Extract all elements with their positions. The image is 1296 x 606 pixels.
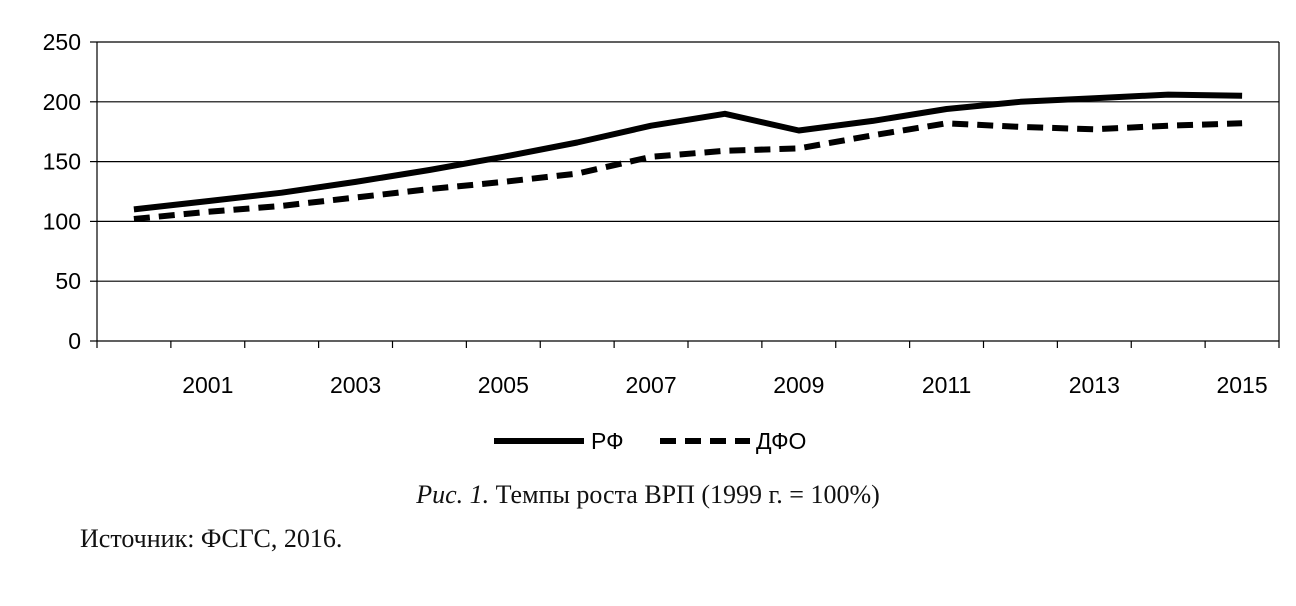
y-tick-label: 250 bbox=[43, 29, 81, 55]
x-tick-label: 2011 bbox=[922, 372, 971, 398]
figure-title: Темпы роста ВРП (1999 г. = 100%) bbox=[495, 480, 880, 509]
x-tick-label: 2007 bbox=[625, 372, 676, 398]
figure-caption: Рис. 1. Темпы роста ВРП (1999 г. = 100%) bbox=[0, 480, 1296, 510]
x-tick-label: 2005 bbox=[478, 372, 529, 398]
x-tick-label: 2003 bbox=[330, 372, 381, 398]
x-tick-label: 2001 bbox=[182, 372, 233, 398]
y-tick-label: 200 bbox=[43, 89, 81, 115]
series-line-rf bbox=[133, 91, 1243, 213]
y-axis-ticks: 0 50 100 150 200 250 bbox=[43, 29, 97, 354]
source-note: Источник: ФСГС, 2016. bbox=[80, 524, 343, 553]
legend: РФ ДФО bbox=[494, 428, 806, 454]
gridlines bbox=[97, 41, 1279, 282]
x-tick-label: 2013 bbox=[1069, 372, 1120, 398]
figure-number: Рис. 1. bbox=[416, 480, 490, 509]
x-axis-ticks: 2001 2003 2005 2007 2009 2011 2013 2015 bbox=[96, 341, 1280, 398]
series-lines bbox=[133, 91, 1243, 222]
legend-label-rf: РФ bbox=[591, 428, 624, 454]
line-chart: 0 50 100 150 200 250 2001 2003 2005 2007 2009 2011… bbox=[43, 29, 1280, 454]
y-tick-label: 150 bbox=[43, 149, 81, 175]
y-tick-label: 100 bbox=[43, 208, 81, 234]
series-line-dfo bbox=[133, 120, 1243, 222]
y-tick-label: 50 bbox=[55, 268, 81, 294]
x-tick-label: 2009 bbox=[773, 372, 824, 398]
y-tick-label: 0 bbox=[68, 328, 81, 354]
x-tick-label: 2015 bbox=[1216, 372, 1267, 398]
legend-label-dfo: ДФО bbox=[756, 428, 806, 454]
